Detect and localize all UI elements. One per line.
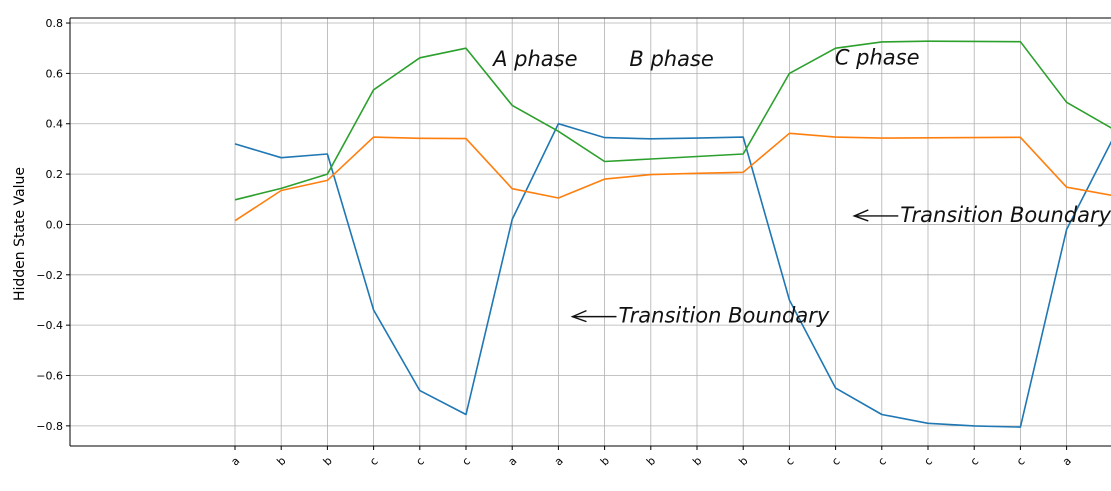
y-tick-label: −0.8 bbox=[36, 420, 63, 433]
x-tick-label: c bbox=[367, 455, 380, 468]
series-line-2 bbox=[234, 132, 1111, 222]
axes-spines bbox=[66, 17, 1111, 450]
y-tick-label: 0.6 bbox=[46, 67, 64, 80]
series-line-3 bbox=[234, 40, 1111, 201]
x-tick-label: a bbox=[506, 454, 520, 468]
y-tick-label: −0.6 bbox=[36, 370, 63, 383]
x-tick-label: c bbox=[922, 455, 935, 468]
y-tick-label: −0.4 bbox=[36, 319, 63, 332]
annotation-label: Transition Boundary bbox=[900, 203, 1111, 227]
y-axis-label: Hidden State Value bbox=[12, 167, 28, 301]
annotations: A phase B phase C phase Transition Boundary… bbox=[491, 46, 1111, 328]
y-tick-label: −0.2 bbox=[36, 269, 63, 282]
x-tick-label: b bbox=[644, 454, 658, 468]
annotation-label: Transition Boundary bbox=[618, 304, 829, 328]
y-tick-label: 0.8 bbox=[46, 17, 64, 30]
series-layer bbox=[234, 40, 1111, 428]
x-tick-label: c bbox=[829, 455, 842, 468]
y-tick-labels: 0.8 0.6 0.4 0.2 0.0 −0.2 −0.4 −0.6 −0.8 bbox=[36, 17, 63, 433]
x-tick-label: c bbox=[1014, 455, 1027, 468]
x-tick-label: c bbox=[968, 455, 981, 468]
left-arrow-icon bbox=[852, 209, 899, 222]
x-tick-label: c bbox=[783, 455, 796, 468]
grid-layer bbox=[70, 18, 1111, 446]
y-tick-label: 0.2 bbox=[46, 168, 64, 181]
x-tick-label: b bbox=[598, 454, 612, 468]
x-tick-label: b bbox=[690, 454, 704, 468]
x-tick-label: a bbox=[552, 454, 566, 468]
x-tick-label: c bbox=[460, 455, 473, 468]
x-tick-label: b bbox=[274, 454, 288, 468]
x-tick-label: b bbox=[321, 454, 335, 468]
phase-label: A phase bbox=[491, 47, 577, 71]
x-tick-label: a bbox=[1060, 454, 1074, 468]
y-tick-label: 0.4 bbox=[46, 118, 64, 131]
left-arrow-icon bbox=[570, 309, 617, 323]
phase-label: C phase bbox=[835, 46, 920, 70]
phase-label: B phase bbox=[629, 47, 713, 71]
x-tick-label: c bbox=[413, 455, 426, 468]
series-line-1 bbox=[234, 122, 1111, 428]
x-tick-label: a bbox=[228, 454, 242, 468]
x-tick-label: c bbox=[875, 455, 888, 468]
x-tick-label: b bbox=[736, 454, 750, 468]
y-tick-label: 0.0 bbox=[46, 218, 64, 231]
